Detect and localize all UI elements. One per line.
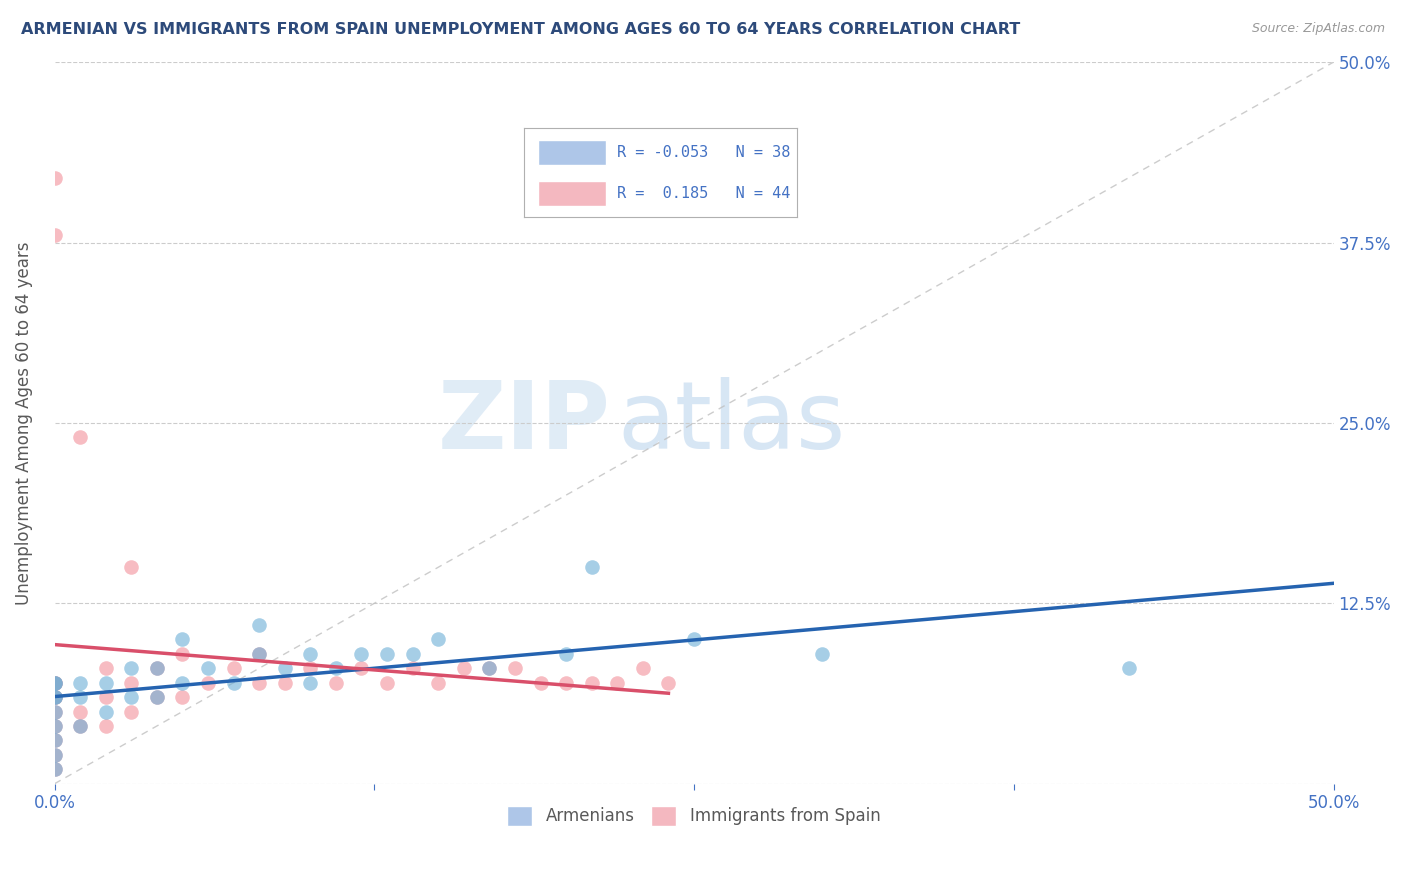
Point — [503, 661, 526, 675]
Point — [375, 647, 398, 661]
Text: Source: ZipAtlas.com: Source: ZipAtlas.com — [1251, 22, 1385, 36]
FancyBboxPatch shape — [538, 140, 606, 165]
Point — [631, 661, 654, 675]
Point — [197, 675, 219, 690]
Point — [581, 675, 603, 690]
Point — [222, 675, 245, 690]
Point — [94, 705, 117, 719]
Point — [555, 647, 578, 661]
Point — [427, 632, 450, 647]
Point — [44, 747, 66, 762]
Point — [120, 560, 142, 574]
Point — [146, 690, 169, 705]
Point — [247, 675, 270, 690]
Point — [478, 661, 501, 675]
Point — [44, 170, 66, 185]
Point — [44, 762, 66, 776]
Point — [44, 675, 66, 690]
Point — [375, 675, 398, 690]
Point — [350, 647, 373, 661]
Point — [44, 690, 66, 705]
Point — [94, 675, 117, 690]
Point — [401, 647, 423, 661]
Point — [222, 661, 245, 675]
Point — [44, 719, 66, 733]
Point — [401, 661, 423, 675]
Point — [172, 675, 194, 690]
Point — [120, 705, 142, 719]
Point — [529, 675, 551, 690]
Text: R =  0.185   N = 44: R = 0.185 N = 44 — [617, 186, 790, 202]
Point — [69, 719, 91, 733]
Point — [299, 647, 322, 661]
Point — [44, 690, 66, 705]
Text: ARMENIAN VS IMMIGRANTS FROM SPAIN UNEMPLOYMENT AMONG AGES 60 TO 64 YEARS CORRELA: ARMENIAN VS IMMIGRANTS FROM SPAIN UNEMPL… — [21, 22, 1021, 37]
Point — [44, 705, 66, 719]
Point — [299, 675, 322, 690]
Point — [172, 690, 194, 705]
Y-axis label: Unemployment Among Ages 60 to 64 years: Unemployment Among Ages 60 to 64 years — [15, 241, 32, 605]
Point — [120, 675, 142, 690]
Point — [1118, 661, 1140, 675]
Point — [69, 675, 91, 690]
Point — [811, 647, 834, 661]
Point — [172, 632, 194, 647]
Point — [44, 675, 66, 690]
Point — [197, 661, 219, 675]
Point — [44, 733, 66, 747]
Point — [44, 690, 66, 705]
Point — [350, 661, 373, 675]
Point — [44, 228, 66, 243]
Point — [478, 661, 501, 675]
Point — [69, 705, 91, 719]
Point — [120, 661, 142, 675]
Point — [94, 719, 117, 733]
Text: ZIP: ZIP — [439, 377, 610, 469]
Point — [683, 632, 706, 647]
Point — [146, 661, 169, 675]
Point — [581, 560, 603, 574]
Point — [247, 647, 270, 661]
Point — [555, 675, 578, 690]
Point — [94, 690, 117, 705]
Point — [274, 661, 297, 675]
Point — [44, 675, 66, 690]
Point — [146, 661, 169, 675]
Point — [657, 675, 679, 690]
Point — [325, 675, 347, 690]
Point — [69, 719, 91, 733]
Point — [44, 719, 66, 733]
Point — [44, 762, 66, 776]
Point — [44, 705, 66, 719]
Point — [94, 661, 117, 675]
Point — [44, 747, 66, 762]
Point — [69, 690, 91, 705]
Point — [274, 675, 297, 690]
Point — [427, 675, 450, 690]
Point — [299, 661, 322, 675]
Point — [69, 430, 91, 444]
Point — [453, 661, 475, 675]
Point — [120, 690, 142, 705]
Point — [44, 690, 66, 705]
FancyBboxPatch shape — [538, 181, 606, 206]
Point — [172, 647, 194, 661]
Point — [146, 690, 169, 705]
Point — [44, 675, 66, 690]
Point — [247, 618, 270, 632]
Legend: Armenians, Immigrants from Spain: Armenians, Immigrants from Spain — [508, 805, 880, 826]
Point — [44, 733, 66, 747]
Point — [606, 675, 628, 690]
Point — [325, 661, 347, 675]
Text: R = -0.053   N = 38: R = -0.053 N = 38 — [617, 145, 790, 161]
Point — [247, 647, 270, 661]
Text: atlas: atlas — [617, 377, 845, 469]
